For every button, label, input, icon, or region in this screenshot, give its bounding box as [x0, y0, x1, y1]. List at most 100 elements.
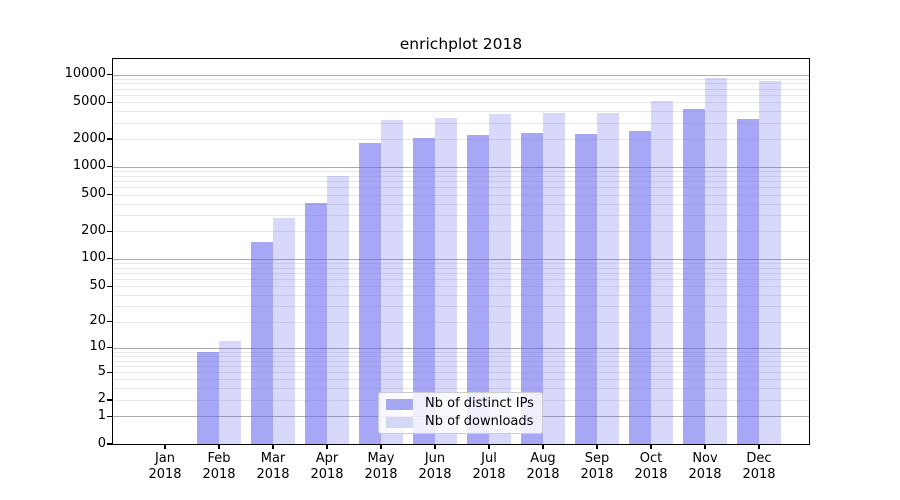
bar-downloads-sep: [597, 112, 619, 444]
bar-downloads-jul: [489, 113, 511, 444]
x-tick-label-jul: Jul 2018: [461, 451, 517, 482]
x-tick-label-year: 2018: [148, 466, 182, 482]
x-tick-label-year: 2018: [202, 466, 236, 482]
y-tick-label: 10000: [64, 66, 106, 82]
y-tick-label: 100: [81, 250, 106, 266]
x-tick-label-year: 2018: [418, 466, 452, 482]
y-tick: [107, 101, 112, 103]
y-tick-label: 200: [81, 222, 106, 238]
y-tick-label: 10: [89, 339, 106, 355]
x-tick-label-year: 2018: [526, 466, 560, 482]
legend-item-downloads: Nb of downloads: [386, 415, 534, 429]
bar-downloads-feb: [219, 341, 241, 444]
x-tick-label-mar: Mar 2018: [245, 451, 301, 482]
y-tick: [107, 321, 112, 323]
gridline-minor: [113, 372, 809, 374]
gridline-minor: [113, 351, 809, 353]
bar-ips-sep: [575, 133, 597, 444]
y-tick-label: 2000: [72, 130, 106, 146]
y-tick: [107, 73, 112, 76]
bar-ips-aug: [521, 132, 543, 444]
legend-swatch-ips: [386, 398, 413, 410]
y-tick-label: 20: [89, 313, 106, 329]
y-tick-label: 5000: [72, 93, 106, 109]
gridline-minor: [113, 215, 809, 217]
y-tick: [107, 415, 112, 417]
gridline-minor: [113, 295, 809, 297]
x-tick-label-sep: Sep 2018: [569, 451, 625, 482]
x-tick-label-month: Jun: [424, 451, 446, 466]
x-tick: [272, 445, 274, 449]
gridline-minor: [113, 122, 809, 124]
gridline-minor: [113, 88, 809, 90]
bar-downloads-nov: [705, 78, 727, 444]
x-tick: [326, 445, 328, 449]
y-tick: [107, 399, 112, 401]
legend-swatch-downloads: [386, 416, 413, 428]
x-tick-label-year: 2018: [310, 466, 344, 482]
y-tick: [107, 285, 112, 287]
gridline-minor: [113, 102, 809, 104]
x-tick: [596, 445, 598, 449]
gridline-minor: [113, 139, 809, 141]
legend-label-downloads: Nb of downloads: [425, 414, 534, 429]
gridline-minor: [113, 321, 809, 323]
legend-label-ips: Nb of distinct IPs: [425, 396, 534, 411]
x-tick: [758, 445, 760, 449]
gridline-minor: [113, 111, 809, 113]
gridline-minor: [113, 279, 809, 281]
gridline-minor: [113, 175, 809, 177]
bar-downloads-apr: [327, 175, 349, 444]
gridline-minor: [113, 231, 809, 233]
x-tick-label-month: Aug: [530, 451, 556, 466]
x-tick-label-apr: Apr 2018: [299, 451, 355, 482]
gridline-minor: [113, 267, 809, 269]
x-tick-label-dec: Dec 2018: [731, 451, 787, 482]
x-tick: [650, 445, 652, 449]
legend-item-ips: Nb of distinct IPs: [386, 397, 534, 411]
y-tick-label: 5: [97, 363, 106, 379]
x-tick-label-jun: Jun 2018: [407, 451, 463, 482]
y-tick: [107, 138, 112, 140]
x-tick-label-feb: Feb 2018: [191, 451, 247, 482]
x-tick-label-month: Feb: [207, 451, 231, 466]
bar-ips-jun: [413, 137, 435, 444]
bar-downloads-aug: [543, 112, 565, 444]
bar-downloads-mar: [273, 218, 295, 444]
x-tick-label-month: May: [367, 451, 395, 466]
x-tick-label-oct: Oct 2018: [623, 451, 679, 482]
y-tick: [107, 194, 112, 196]
x-tick-label-month: Dec: [746, 451, 772, 466]
x-tick-label-month: Nov: [692, 451, 718, 466]
bar-downloads-jun: [435, 117, 457, 444]
y-tick-label: 2: [97, 391, 106, 407]
bar-ips-oct: [629, 130, 651, 444]
x-tick: [434, 445, 436, 449]
y-tick-label: 1000: [72, 158, 106, 174]
x-tick-label-year: 2018: [472, 466, 506, 482]
gridline-minor: [113, 187, 809, 189]
x-tick-label-year: 2018: [580, 466, 614, 482]
gridline-minor: [113, 171, 809, 173]
x-tick-label-year: 2018: [634, 466, 668, 482]
gridline-minor: [113, 306, 809, 308]
bar-ips-jul: [467, 134, 489, 444]
bar-ips-dec: [737, 119, 759, 444]
plot-area: [112, 58, 810, 445]
legend: Nb of distinct IPs Nb of downloads: [378, 392, 543, 434]
y-tick-label: 0: [97, 435, 106, 451]
x-tick-label-month: Mar: [260, 451, 286, 466]
gridline-minor: [113, 203, 809, 205]
x-tick-label-aug: Aug 2018: [515, 451, 571, 482]
y-tick-label: 1: [97, 407, 106, 423]
x-tick: [218, 445, 220, 449]
gridline-minor: [113, 181, 809, 183]
x-tick-label-jan: Jan 2018: [137, 451, 193, 482]
x-tick-label-year: 2018: [364, 466, 398, 482]
bar-ips-feb: [197, 351, 219, 444]
x-tick: [542, 445, 544, 449]
bar-ips-apr: [305, 202, 327, 444]
x-tick-label-month: Oct: [639, 451, 663, 466]
gridline-major: [113, 347, 809, 349]
x-tick-label-month: Jan: [154, 451, 176, 466]
